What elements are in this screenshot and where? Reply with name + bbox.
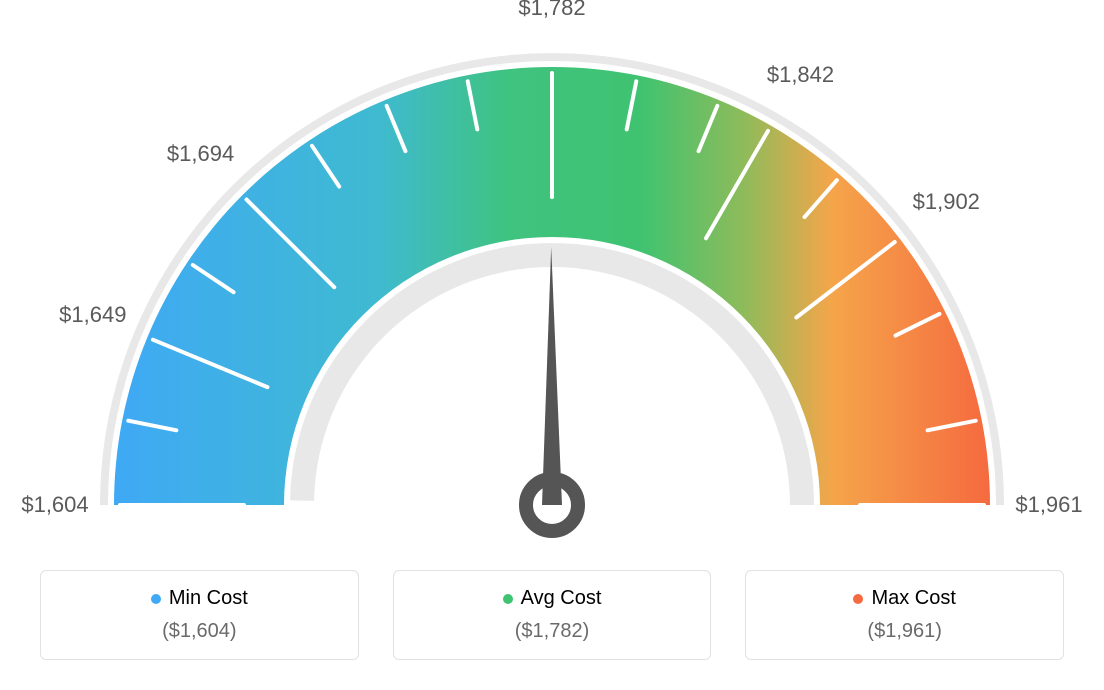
legend-label-max: Max Cost [871, 587, 955, 609]
legend-card-avg: Avg Cost ($1,782) [393, 570, 712, 660]
legend-value-avg: ($1,782) [414, 620, 691, 643]
gauge-area: $1,604 $1,649 $1,694 $1,782 $1,842 $1,902 $1,9… [0, 0, 1104, 560]
legend-card-min: Min Cost ($1,604) [40, 570, 359, 660]
legend-row: Min Cost ($1,604) Avg Cost ($1,782) Max … [0, 570, 1104, 660]
legend-dot-min [151, 594, 161, 604]
tick-label: $1,842 [767, 62, 834, 88]
tick-label: $1,902 [913, 189, 980, 215]
legend-value-min: ($1,604) [61, 620, 338, 643]
legend-label-min: Min Cost [169, 587, 248, 609]
legend-dot-max [853, 594, 863, 604]
gauge-svg [0, 0, 1104, 560]
tick-label: $1,782 [518, 0, 585, 21]
tick-label: $1,649 [59, 302, 126, 328]
legend-card-max: Max Cost ($1,961) [745, 570, 1064, 660]
legend-title-min: Min Cost [61, 587, 338, 610]
legend-label-avg: Avg Cost [521, 587, 602, 609]
tick-label: $1,961 [1015, 492, 1082, 518]
tick-label: $1,694 [167, 141, 234, 167]
tick-label: $1,604 [21, 492, 88, 518]
legend-title-avg: Avg Cost [414, 587, 691, 610]
gauge-chart-container: $1,604 $1,649 $1,694 $1,782 $1,842 $1,902 $1,9… [0, 0, 1104, 690]
legend-title-max: Max Cost [766, 587, 1043, 610]
legend-value-max: ($1,961) [766, 620, 1043, 643]
legend-dot-avg [503, 594, 513, 604]
